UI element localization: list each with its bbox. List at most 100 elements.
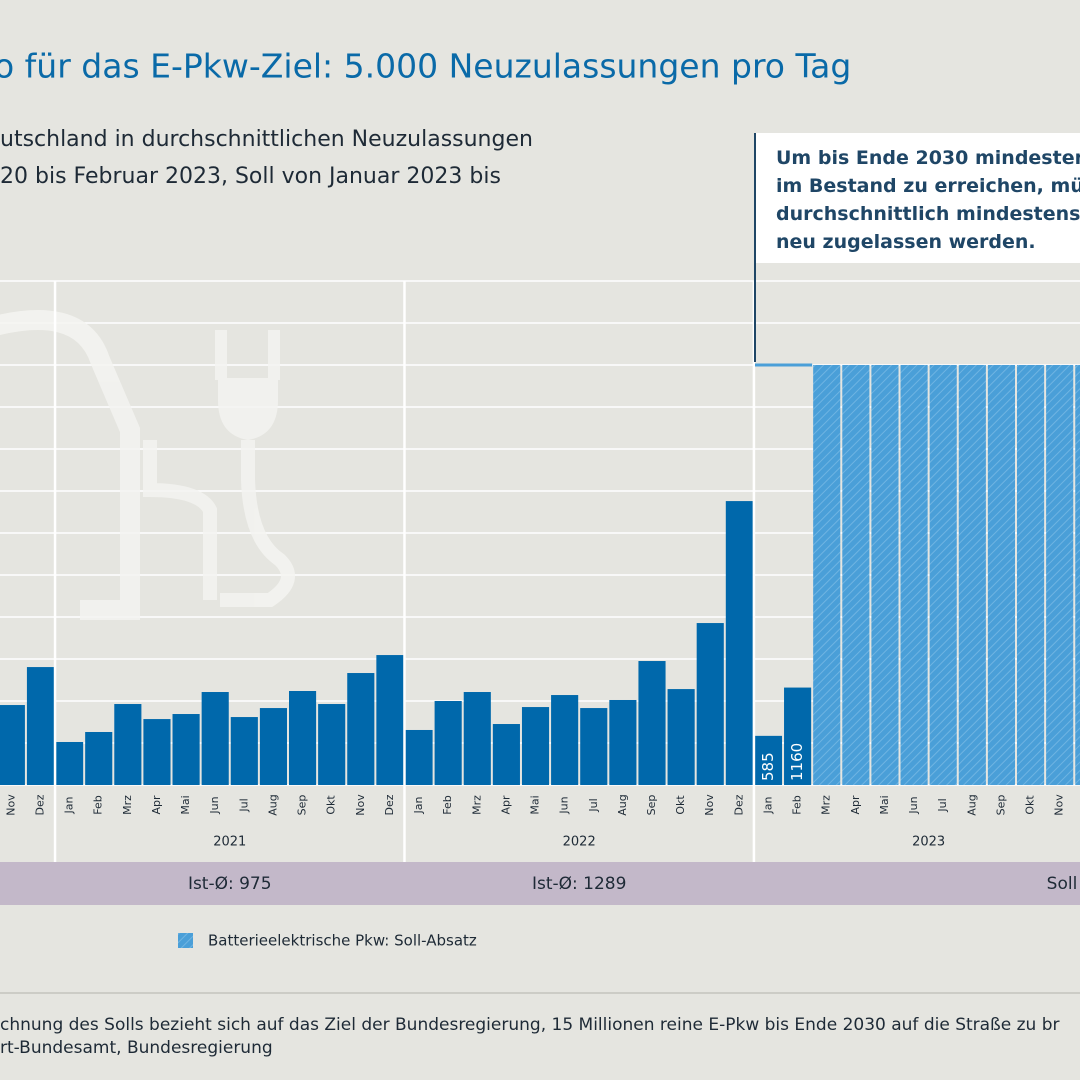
bar [842, 365, 870, 785]
annotation-text: im Bestand [776, 175, 897, 197]
bar [813, 365, 841, 785]
bar [172, 714, 200, 785]
footer: rt-Bundesamt, Bundesregierung [0, 1038, 273, 1058]
bar [1046, 365, 1074, 785]
bar [201, 692, 229, 785]
year-label: 2022 [563, 835, 596, 850]
subtitle: utschland in durchschnittlichen Neuzulas… [0, 127, 533, 152]
x-tick-label: Okt [325, 795, 338, 815]
x-tick-label: Nov [354, 794, 367, 816]
footer: chnung des Solls bezieht sich auf das Zi… [0, 1015, 1060, 1035]
legend-label: Batterieelektrische Pkw: Soll-Absatz [208, 932, 477, 950]
x-tick-label: Feb [92, 795, 105, 814]
x-tick-label: Sep [296, 795, 309, 816]
band-label: Soll [1047, 874, 1078, 894]
subtitle: 20 bis Februar 2023, Soll von Januar 202… [0, 164, 501, 189]
bar [696, 623, 724, 785]
x-tick-label: Dez [33, 794, 46, 815]
bar [1017, 365, 1045, 785]
bar [987, 365, 1015, 785]
bar [85, 731, 113, 785]
year-label: 2021 [213, 835, 246, 850]
bar [143, 719, 171, 785]
bar [347, 673, 375, 785]
x-tick-label: Jun [907, 796, 920, 814]
x-tick-label: Okt [1024, 795, 1037, 815]
x-tick-label: Jul [237, 798, 250, 812]
x-tick-label: Mrz [820, 795, 833, 815]
bar [0, 705, 25, 785]
bar [1075, 365, 1080, 785]
x-tick-label: Mai [878, 795, 891, 814]
x-tick-label: Jan [412, 796, 425, 814]
x-tick-label: Mrz [470, 795, 483, 815]
x-tick-label: Nov [1053, 794, 1066, 816]
x-tick-label: Dez [732, 794, 745, 815]
x-tick-label: Okt [674, 795, 687, 815]
band-label: Ist-Ø: 975 [188, 874, 272, 894]
bar [667, 689, 695, 785]
bar [230, 717, 258, 785]
annotation-line: durchschnittlich mindestens 5 [776, 203, 1080, 225]
annotation-text: durchschnittlich mindestens [776, 203, 1080, 225]
annotation-text: neu zugelassen werden. [776, 231, 1036, 253]
bar [114, 704, 142, 785]
bar [289, 691, 317, 785]
annotation-line: neu zugelassen werden. [776, 231, 1036, 253]
bar [871, 365, 899, 785]
annotation: Um bis Ende 2030 mindesten im Bestand zu … [776, 147, 1080, 253]
bar [638, 661, 666, 785]
car-plug-icon [0, 310, 295, 620]
bar [26, 667, 55, 785]
x-tick-label: Feb [441, 795, 454, 814]
x-tick-label: Jul [587, 798, 600, 812]
annotation-line: im Bestand zu erreichen, müs [776, 175, 1080, 197]
x-tick-label: Apr [150, 795, 163, 815]
annotation-line: Um bis Ende 2030 mindesten [776, 147, 1080, 169]
x-tick-label: Aug [616, 794, 629, 815]
bar [434, 701, 462, 785]
bars: 585 1160 [0, 365, 1080, 785]
bar [929, 365, 957, 785]
x-tick-label: Jul [936, 798, 949, 812]
bar [580, 708, 608, 785]
x-tick-label: Jun [208, 796, 221, 814]
bar [900, 365, 928, 785]
legend-swatch [178, 933, 193, 948]
bar [551, 695, 579, 785]
bar [56, 741, 84, 785]
bar [754, 735, 783, 785]
bar [609, 699, 637, 785]
x-tick-label: Nov [4, 794, 17, 816]
bar [725, 501, 753, 785]
annotation-box [755, 133, 1080, 263]
x-tick-label: Nov [703, 794, 716, 816]
bar [405, 729, 433, 785]
chart-title: o für das E-Pkw-Ziel: 5.000 Neuzulassung… [0, 47, 851, 86]
bar [463, 692, 491, 785]
x-tick-label: Aug [965, 794, 978, 815]
data-label: 1160 [788, 743, 806, 781]
x-tick-label: Jan [63, 796, 76, 814]
x-tick-label: Jan [761, 796, 774, 814]
year-separators [53, 281, 756, 905]
bar [259, 708, 287, 785]
bar [784, 687, 812, 785]
data-label: 585 [759, 752, 777, 781]
annotation-text: Um bis Ende 2030 mindesten [776, 147, 1080, 169]
bar [958, 365, 986, 785]
bar [376, 655, 404, 785]
bar [318, 704, 346, 785]
band-label: Ist-Ø: 1289 [532, 874, 626, 894]
band [0, 862, 1080, 905]
x-tick-label: Mai [529, 795, 542, 814]
annotation-text: zu erreichen, müs [897, 175, 1080, 197]
x-tick-label: Sep [645, 795, 658, 816]
x-tick-label: Apr [849, 795, 862, 815]
x-tick-label: Sep [994, 795, 1007, 816]
bar [521, 707, 550, 785]
x-tick-label: Jun [558, 796, 571, 814]
x-tick-label: Feb [791, 795, 804, 814]
